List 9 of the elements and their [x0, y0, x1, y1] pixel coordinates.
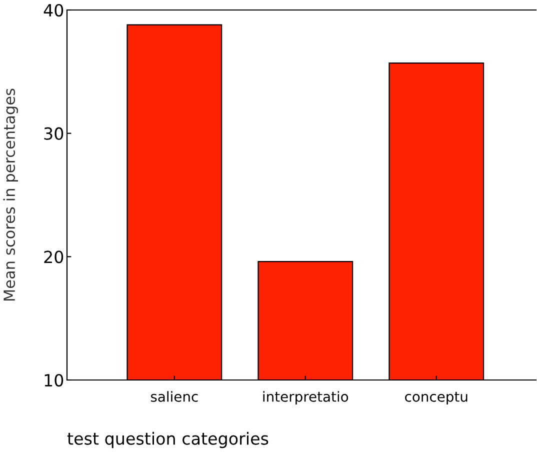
y-tick-label: 10 — [44, 374, 64, 387]
x-tick-label: conceptu — [405, 392, 468, 405]
y-axis-title: Mean scores in percentages — [3, 88, 18, 301]
x-axis-title: test question categories — [67, 432, 268, 448]
y-tick-label: 20 — [44, 250, 64, 264]
x-tick-label: interpretatio — [263, 391, 348, 405]
y-tick-label: 40 — [44, 4, 64, 17]
x-tick-label: salienc — [150, 391, 198, 402]
y-tick-label: 30 — [44, 127, 64, 140]
